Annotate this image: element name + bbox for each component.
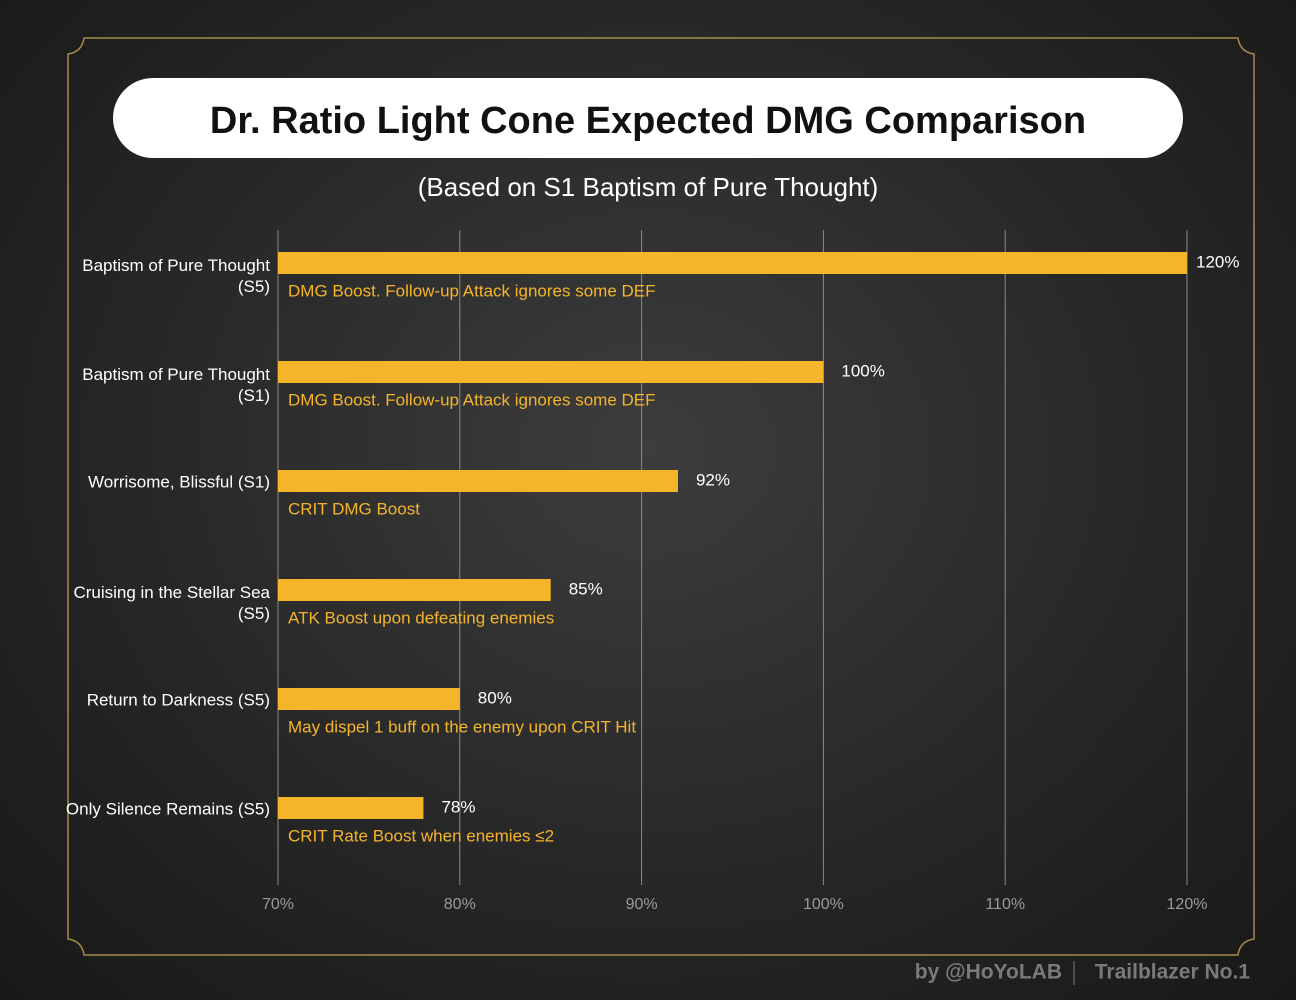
value-label: 85%	[569, 579, 603, 598]
bar	[278, 797, 424, 819]
x-tick-label: 120%	[1167, 896, 1208, 913]
y-tick-label: Only Silence Remains (S5)	[65, 799, 270, 819]
value-label: 100%	[841, 361, 884, 380]
bar-description: DMG Boost. Follow-up Attack ignores some…	[288, 390, 656, 409]
y-tick-label: Return to Darkness (S5)	[86, 690, 270, 710]
bar-description: ATK Boost upon defeating enemies	[288, 608, 554, 627]
credit: by @HoYoLAB	[915, 961, 1062, 984]
bar-description: May dispel 1 buff on the enemy upon CRIT…	[288, 717, 636, 736]
y-tick-label: Worrisome, Blissful (S1)	[88, 472, 270, 492]
value-label: 80%	[478, 688, 512, 707]
chart-title: Dr. Ratio Light Cone Expected DMG Compar…	[210, 100, 1086, 142]
value-label: 92%	[696, 470, 730, 489]
chart-subtitle: (Based on S1 Baptism of Pure Thought)	[418, 172, 879, 202]
bar	[278, 579, 551, 601]
x-tick-label: 110%	[985, 896, 1025, 913]
value-label: 120%	[1196, 252, 1239, 271]
x-tick-label: 80%	[444, 896, 476, 913]
x-tick-label: 70%	[262, 896, 294, 913]
title-pill	[113, 78, 1183, 158]
bar-description: CRIT Rate Boost when enemies ≤2	[288, 826, 554, 845]
bar	[278, 252, 1187, 274]
frame	[67, 37, 1255, 956]
x-tick-label: 90%	[626, 896, 658, 913]
bar-description: DMG Boost. Follow-up Attack ignores some…	[288, 281, 656, 300]
y-tick-label: Baptism of Pure Thought (S1)	[82, 365, 270, 405]
bar-description: CRIT DMG Boost	[288, 499, 420, 518]
bar	[278, 470, 678, 492]
bar	[278, 688, 460, 710]
credit: Trailblazer No.1	[1095, 961, 1251, 984]
bar	[278, 361, 824, 383]
y-tick-label: Baptism of Pure Thought (S5)	[82, 256, 270, 296]
y-tick-label: Cruising in the Stellar Sea (S5)	[73, 583, 270, 623]
value-label: 78%	[441, 797, 475, 816]
x-tick-label: 100%	[803, 896, 844, 913]
